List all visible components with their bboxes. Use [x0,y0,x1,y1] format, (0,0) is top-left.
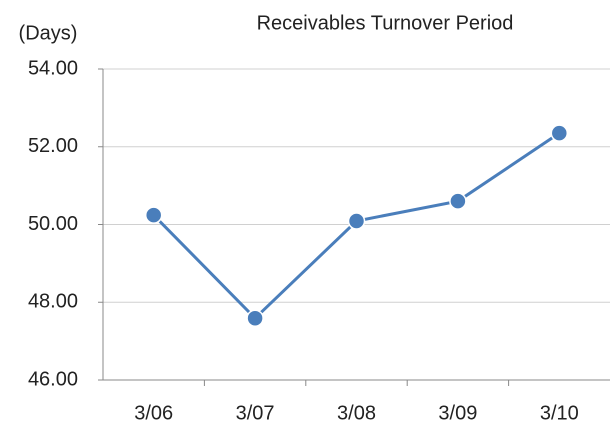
x-tick-label: 3/08 [337,402,376,424]
y-tick-label: 52.00 [28,135,78,157]
y-tick-label: 46.00 [28,368,78,390]
x-tick-label: 3/10 [540,402,579,424]
marker [449,192,467,210]
chart-title: Receivables Turnover Period [257,12,514,34]
x-tick-label: 3/09 [438,402,477,424]
marker [144,206,163,224]
marker [246,309,264,327]
y-tick-label: 48.00 [28,291,78,313]
y-tick-label: 54.00 [28,57,78,79]
y-tick-label: 50.00 [28,213,78,235]
x-tick-label: 3/06 [134,402,173,424]
marker [347,212,366,230]
marker [550,124,569,142]
y-axis-label: (Days) [19,22,78,44]
x-tick-label: 3/07 [236,402,275,424]
